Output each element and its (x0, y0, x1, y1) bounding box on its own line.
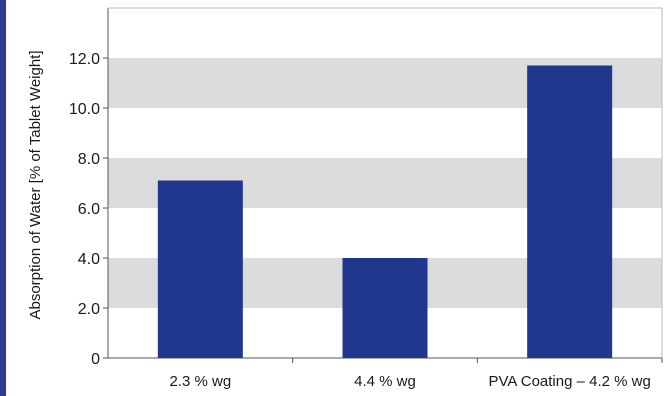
x-category-label: PVA Coating – 4.2 % wg (489, 373, 651, 390)
y-tick-label: 4.0 (78, 251, 100, 268)
y-tick-label: 8.0 (78, 151, 100, 168)
y-tick-label: 6.0 (78, 201, 100, 218)
bar (342, 258, 428, 358)
y-tick-label: 0 (91, 351, 100, 368)
y-tick-labels: 0 2.0 4.0 6.0 8.0 10.0 12.0 (69, 51, 100, 368)
y-tick-label: 12.0 (69, 51, 100, 68)
x-category-label: 4.4 % wg (354, 373, 416, 390)
y-tick-label: 10.0 (69, 101, 100, 118)
x-category-labels: 2.3 % wg 4.4 % wg PVA Coating – 4.2 % wg (169, 373, 650, 390)
y-tick-label: 2.0 (78, 301, 100, 318)
left-accent-bar (0, 0, 6, 396)
y-axis-label: Absorption of Water [% of Tablet Weight] (27, 50, 44, 319)
bar (157, 180, 243, 358)
bars-group (157, 65, 613, 358)
bar (527, 65, 613, 358)
x-category-label: 2.3 % wg (169, 373, 231, 390)
